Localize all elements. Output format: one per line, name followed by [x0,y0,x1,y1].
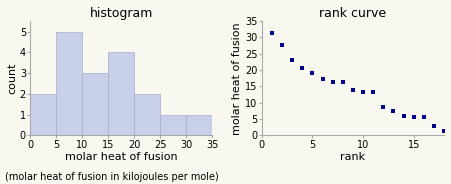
Bar [212,115,239,135]
Bar [56,31,82,135]
X-axis label: rank: rank [341,152,365,162]
Bar [134,94,160,135]
Y-axis label: count: count [7,63,17,94]
Bar [30,94,56,135]
Title: histogram: histogram [90,7,153,20]
Bar [160,115,186,135]
Title: rank curve: rank curve [319,7,387,20]
Bar [82,73,108,135]
Y-axis label: molar heat of fusion: molar heat of fusion [232,22,243,135]
Bar [108,52,134,135]
Bar [186,115,212,135]
Text: (molar heat of fusion in kilojoules per mole): (molar heat of fusion in kilojoules per … [5,172,218,182]
X-axis label: molar heat of fusion: molar heat of fusion [65,152,178,162]
